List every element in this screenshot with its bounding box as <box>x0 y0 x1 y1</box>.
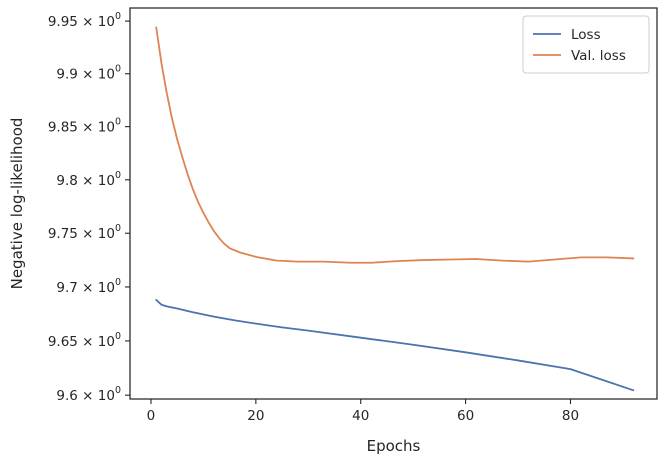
x-tick-label: 0 <box>147 408 156 424</box>
y-axis-ticks: 9.6 × 100 9.65 × 100 9.7 × 100 9.75 × 100 9.… <box>48 11 130 404</box>
y-tick-label: 9.6 × 100 <box>56 385 121 404</box>
series-line <box>155 298 635 392</box>
axes-frame <box>129 7 658 400</box>
y-axis-title: Negative log-likelihood <box>8 118 26 290</box>
legend-label: Val. loss <box>571 48 626 64</box>
x-axis-title: Epochs <box>367 437 421 455</box>
y-tick-label: 9.7 × 100 <box>56 277 121 296</box>
y-tick-label: 9.95 × 100 <box>48 11 121 30</box>
legend-label: Loss <box>571 27 601 43</box>
series-layer <box>155 26 635 392</box>
x-tick-label: 60 <box>457 408 474 424</box>
x-tick-label: 80 <box>562 408 579 424</box>
y-tick-label: 9.75 × 100 <box>48 223 121 242</box>
series-line <box>155 26 635 264</box>
y-tick-label: 9.85 × 100 <box>48 117 121 136</box>
legend-box <box>522 15 650 74</box>
y-tick-label: 9.8 × 100 <box>56 170 121 189</box>
x-tick-label: 20 <box>247 408 264 424</box>
legend: Loss Val. loss <box>522 15 650 74</box>
y-tick-label: 9.9 × 100 <box>56 64 121 83</box>
y-tick-label: 9.65 × 100 <box>48 331 121 350</box>
x-axis-ticks: 0 20 40 60 80 <box>147 399 579 424</box>
x-tick-label: 40 <box>352 408 369 424</box>
